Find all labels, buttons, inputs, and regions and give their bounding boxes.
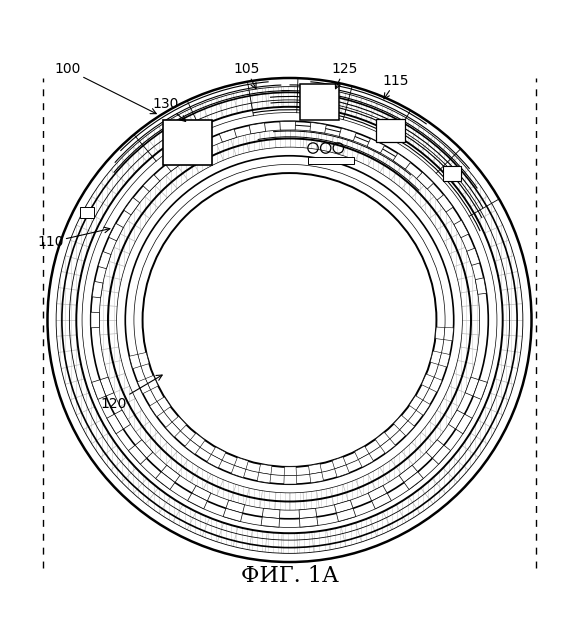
Polygon shape (129, 355, 141, 369)
Polygon shape (261, 517, 280, 527)
Polygon shape (219, 129, 237, 142)
Polygon shape (367, 138, 384, 153)
Polygon shape (375, 432, 390, 446)
Bar (299, 84, 339, 120)
Polygon shape (259, 464, 272, 474)
Polygon shape (280, 122, 295, 130)
Bar (80, 207, 94, 218)
Polygon shape (310, 472, 324, 483)
Polygon shape (438, 353, 450, 367)
Polygon shape (473, 380, 488, 399)
Polygon shape (404, 472, 423, 490)
Polygon shape (309, 464, 322, 474)
Polygon shape (249, 123, 266, 134)
Polygon shape (332, 457, 346, 469)
Polygon shape (115, 410, 130, 429)
Polygon shape (156, 472, 175, 490)
Text: 100: 100 (54, 62, 156, 114)
Polygon shape (138, 353, 149, 366)
Polygon shape (188, 493, 207, 509)
Polygon shape (429, 377, 442, 392)
Polygon shape (354, 446, 369, 460)
Polygon shape (422, 374, 434, 388)
Polygon shape (380, 439, 395, 453)
Text: 115: 115 (383, 74, 409, 99)
Polygon shape (161, 465, 180, 483)
Bar (376, 119, 405, 142)
Polygon shape (149, 401, 164, 417)
Polygon shape (107, 414, 123, 434)
Polygon shape (399, 465, 418, 483)
Polygon shape (409, 396, 423, 410)
Polygon shape (262, 508, 280, 518)
Text: 125: 125 (331, 62, 357, 89)
Polygon shape (124, 198, 140, 215)
Polygon shape (368, 486, 387, 501)
Polygon shape (257, 472, 271, 483)
Polygon shape (335, 465, 349, 477)
Polygon shape (417, 172, 434, 189)
Polygon shape (109, 223, 123, 241)
Polygon shape (454, 220, 469, 237)
Polygon shape (358, 454, 373, 467)
Polygon shape (456, 414, 472, 434)
Polygon shape (435, 327, 445, 340)
Polygon shape (426, 440, 444, 458)
Polygon shape (394, 415, 408, 430)
Polygon shape (393, 154, 411, 169)
Polygon shape (437, 195, 453, 212)
Polygon shape (191, 140, 209, 155)
Polygon shape (135, 440, 153, 458)
Polygon shape (234, 458, 248, 469)
Polygon shape (430, 351, 442, 365)
Bar (443, 166, 461, 181)
Polygon shape (91, 312, 100, 328)
Polygon shape (339, 128, 356, 141)
Polygon shape (231, 465, 246, 477)
Polygon shape (190, 433, 205, 447)
Polygon shape (467, 248, 480, 266)
Polygon shape (166, 422, 181, 437)
Polygon shape (400, 421, 415, 436)
Text: 110: 110 (37, 227, 110, 249)
Polygon shape (310, 122, 327, 133)
Polygon shape (372, 493, 391, 509)
Polygon shape (284, 476, 297, 484)
Polygon shape (166, 156, 183, 172)
Polygon shape (433, 445, 450, 464)
Polygon shape (145, 376, 158, 390)
Polygon shape (284, 467, 296, 476)
Polygon shape (475, 278, 486, 294)
Text: ФИГ. 1А: ФИГ. 1А (241, 565, 338, 588)
Text: 130: 130 (152, 97, 186, 122)
Polygon shape (207, 454, 222, 468)
Polygon shape (157, 397, 171, 412)
Polygon shape (100, 377, 114, 396)
Polygon shape (299, 517, 318, 527)
Polygon shape (465, 377, 479, 396)
Polygon shape (185, 440, 200, 454)
Polygon shape (92, 282, 103, 298)
Polygon shape (98, 252, 111, 269)
Bar (308, 157, 354, 164)
Polygon shape (137, 379, 151, 394)
Polygon shape (172, 417, 186, 431)
Polygon shape (211, 447, 226, 460)
Polygon shape (143, 175, 160, 191)
Polygon shape (335, 500, 353, 513)
Bar (163, 120, 212, 165)
Text: 105: 105 (233, 62, 259, 89)
Polygon shape (416, 400, 430, 415)
Polygon shape (91, 380, 106, 399)
Text: 120: 120 (101, 375, 162, 410)
Polygon shape (449, 410, 464, 429)
Polygon shape (129, 445, 146, 464)
Polygon shape (336, 508, 356, 522)
Polygon shape (444, 328, 453, 340)
Polygon shape (226, 500, 244, 513)
Polygon shape (223, 508, 243, 522)
Polygon shape (192, 486, 211, 501)
Polygon shape (299, 508, 317, 518)
